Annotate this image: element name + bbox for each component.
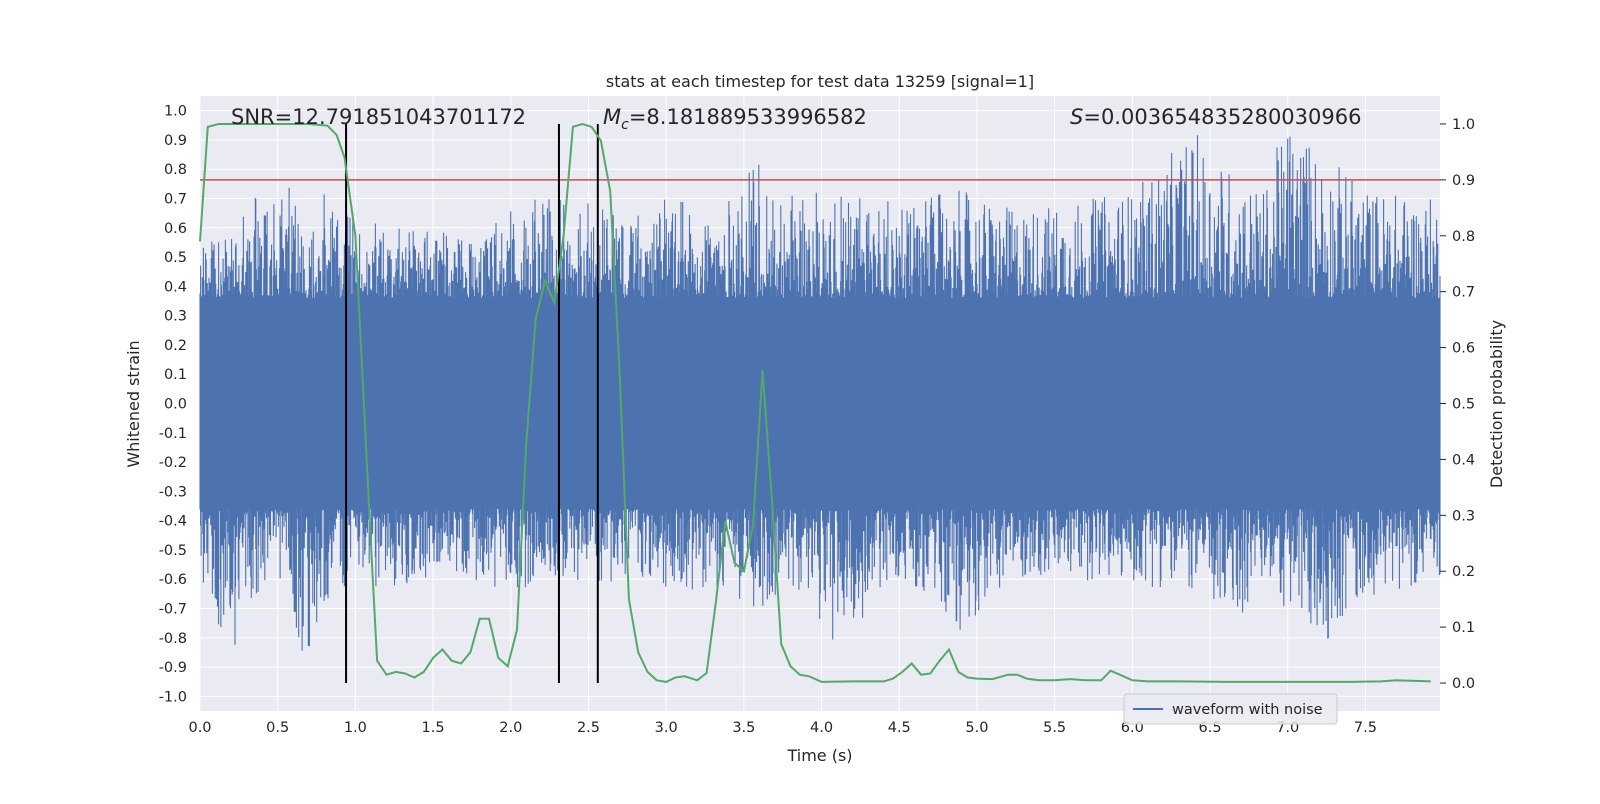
waveform-trace	[199, 135, 1441, 651]
y-left-tick-label: 0.1	[164, 367, 187, 383]
x-tick-label: 1.0	[344, 720, 367, 736]
waveform-series	[199, 135, 1441, 651]
y-right-tick-label: 0.4	[1452, 452, 1475, 468]
y-axis-left-label: Whitened strain	[124, 340, 143, 467]
y-left-tick-label: 0.9	[164, 133, 187, 149]
chirp-mass-annotation: Mc=8.181889533996582	[603, 105, 867, 133]
y-left-tick-label: -0.7	[159, 602, 187, 618]
y-right-tick-label: 0.0	[1452, 676, 1475, 692]
x-tick-label: 4.0	[810, 720, 833, 736]
probability-series	[199, 122, 1431, 683]
s-statistic-annotation: S=0.003654835280030966	[1070, 105, 1361, 129]
y-axis-right-label: Detection probability	[1487, 320, 1506, 488]
y-right-tick-label: 0.6	[1452, 341, 1475, 357]
probability-line	[199, 122, 1431, 683]
y-left-tick-label: -0.2	[159, 455, 187, 471]
y-right-tick-label: 0.3	[1452, 508, 1475, 524]
legend-box	[1123, 693, 1338, 725]
x-tick-label: 5.5	[1043, 720, 1066, 736]
y-right-tick-label: 0.9	[1452, 173, 1475, 189]
x-tick-label: 3.5	[732, 720, 755, 736]
chart-title: stats at each timestep for test data 132…	[606, 72, 1034, 91]
y-left-tick-label: 0.8	[164, 162, 187, 178]
x-tick-label: 2.0	[499, 720, 522, 736]
left-axis-ticks: 1.0 0.9 0.8 0.7 0.6 0.5 0.4 0.3 0.2 0.1 0.0 -0.1 -0.…	[159, 104, 187, 706]
y-right-tick-label: 0.2	[1452, 564, 1475, 580]
y-right-tick-label: 0.8	[1452, 229, 1475, 245]
y-right-tick-label: 1.0	[1452, 117, 1475, 133]
y-left-tick-label: -0.3	[159, 484, 187, 500]
y-left-tick-label: -1.0	[159, 689, 187, 705]
x-tick-label: 7.5	[1354, 720, 1377, 736]
chirp-mass-subscript: c	[621, 117, 629, 133]
x-tick-label: 4.5	[888, 720, 911, 736]
s-statistic-symbol: S	[1070, 105, 1083, 129]
y-left-tick-label: -0.9	[159, 660, 187, 676]
x-tick-label: 0.0	[188, 720, 211, 736]
legend-label: waveform with noise	[1172, 702, 1323, 718]
y-right-tick-label: 0.5	[1452, 397, 1475, 413]
x-tick-label: 0.5	[266, 720, 289, 736]
y-left-tick-label: -0.1	[159, 426, 187, 442]
y-left-tick-label: -0.4	[159, 514, 187, 530]
y-left-tick-label: -0.6	[159, 572, 187, 588]
x-tick-label: 3.0	[655, 720, 678, 736]
y-right-tick-label: 0.7	[1452, 285, 1475, 301]
y-left-tick-label: 0.2	[164, 338, 187, 354]
y-left-tick-label: 0.5	[164, 250, 187, 266]
y-left-tick-label: -0.8	[159, 631, 187, 647]
y-left-tick-label: 0.7	[164, 192, 187, 208]
chirp-mass-symbol: M	[603, 105, 621, 129]
s-statistic-value: =0.003654835280030966	[1083, 105, 1361, 129]
y-left-tick-label: 0.4	[164, 279, 187, 295]
right-axis-ticks: 1.0 0.9 0.8 0.7 0.6 0.5 0.4 0.3 0.2 0.1 0.0	[1440, 117, 1475, 692]
x-tick-label: 5.0	[965, 720, 988, 736]
y-left-tick-label: 0.6	[164, 221, 187, 237]
y-left-tick-label: 1.0	[164, 104, 187, 120]
y-left-tick-label: 0.0	[164, 397, 187, 413]
vertical-markers	[345, 123, 599, 684]
y-left-tick-label: -0.5	[159, 543, 187, 559]
snr-annotation: SNR=12.791851043701172	[231, 105, 526, 129]
x-tick-label: 1.5	[422, 720, 445, 736]
x-tick-label: 2.5	[577, 720, 600, 736]
x-axis-ticks: 0.0 0.5 1.0 1.5 2.0 2.5 3.0 3.5 4.0 4.5 5.0 5.5 6.0 6…	[188, 720, 1376, 736]
x-axis-label: Time (s)	[786, 746, 852, 765]
y-right-tick-label: 0.1	[1452, 620, 1475, 636]
y-left-tick-label: 0.3	[164, 309, 187, 325]
chirp-mass-value: =8.181889533996582	[629, 105, 867, 129]
legend: waveform with noise	[1123, 693, 1338, 725]
